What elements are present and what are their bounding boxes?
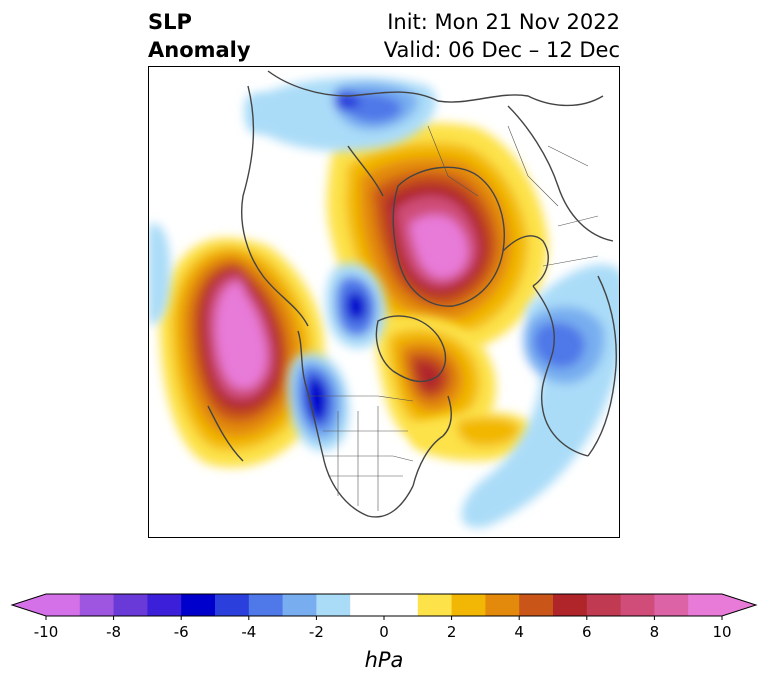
- siberia-low: [251, 77, 436, 152]
- colorbar-bin: [485, 594, 520, 616]
- gulf-of-alaska-low: [287, 352, 350, 451]
- colorbar-bin: [654, 594, 689, 616]
- coastlines: [207, 70, 617, 518]
- colorbar-bin: [350, 594, 419, 616]
- colorbar-tick-label: 10: [712, 623, 731, 641]
- colorbar-bin: [417, 594, 453, 616]
- arctic-canada-low: [326, 262, 387, 349]
- colorbar-bin: [248, 594, 284, 616]
- colorbar-bin: [79, 594, 115, 616]
- colorbar-bin: [553, 594, 588, 616]
- colorbar-over-extension: [722, 594, 756, 616]
- valid-range: Valid: 06 Dec – 12 Dec: [383, 38, 620, 62]
- west-pacific-low: [148, 93, 274, 325]
- colorbar-tick-label: -4: [241, 623, 256, 641]
- colorbar-tick-label: -6: [174, 623, 189, 641]
- colorbar-bin: [620, 594, 655, 616]
- colorbar-bin: [688, 594, 723, 616]
- atlantic-positive-anomaly: [408, 411, 533, 461]
- colorbar-bin: [46, 594, 81, 616]
- colorbar-bin: [282, 594, 317, 616]
- colorbar-bin: [586, 594, 622, 616]
- map-frame: [148, 66, 620, 538]
- colorbar-bin: [181, 594, 216, 616]
- colorbar-tick-label: -8: [106, 623, 121, 641]
- colorbar: -10 -8 -6 -4 -2 0 2 4 6 8 10 hPa: [10, 593, 758, 672]
- colorbar-under-extension: [12, 594, 46, 616]
- anomaly-map: [148, 66, 620, 538]
- colorbar-tick-label: 0: [379, 623, 389, 641]
- colorbar-bin: [113, 594, 148, 616]
- colorbar-bin: [316, 594, 351, 616]
- colorbar-bin: [147, 594, 182, 616]
- colorbar-unit: hPa: [365, 648, 404, 672]
- colorbar-bin: [451, 594, 486, 616]
- pacific-high-anomaly: [159, 237, 325, 468]
- colorbar-bin: [215, 594, 250, 616]
- title-right: Init: Mon 21 Nov 2022 Valid: 06 Dec – 12…: [384, 8, 620, 64]
- title-left: SLP Anomaly: [148, 8, 251, 64]
- colorbar-tick-label: -10: [34, 623, 59, 641]
- colorbar-tick-label: 2: [447, 623, 457, 641]
- title-variable: SLP: [148, 10, 192, 34]
- colorbar-tick-label: 6: [582, 623, 592, 641]
- init-date: Init: Mon 21 Nov 2022: [387, 10, 620, 34]
- colorbar-tick-label: -2: [309, 623, 324, 641]
- colorbar-tick-label: 4: [514, 623, 524, 641]
- title-kind: Anomaly: [148, 38, 251, 62]
- colorbar-bin: [519, 594, 554, 616]
- colorbar-tick-label: 8: [650, 623, 660, 641]
- europe-low: [461, 264, 620, 528]
- borders: [306, 125, 599, 511]
